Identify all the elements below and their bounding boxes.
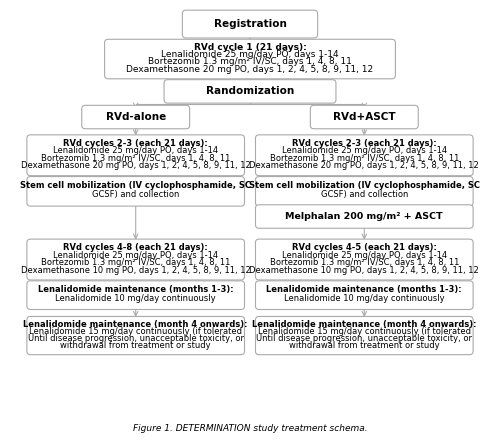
Text: GCSF) and collection: GCSF) and collection (320, 191, 408, 199)
Text: Registration: Registration (214, 19, 286, 29)
Text: Figure 1. DETERMINATION study treatment schema.: Figure 1. DETERMINATION study treatment … (132, 424, 368, 433)
Text: RVd cycles 4-8 (each 21 days):: RVd cycles 4-8 (each 21 days): (64, 243, 208, 252)
Text: Dexamethasone 10 mg PO, days 1, 2, 4, 5, 8, 9, 11, 12: Dexamethasone 10 mg PO, days 1, 2, 4, 5,… (21, 266, 250, 275)
Text: Lenalidomide 15 mg/day continuously (if tolerated: Lenalidomide 15 mg/day continuously (if … (258, 327, 471, 336)
Text: Lenalidomide 15 mg/day continuously (if tolerated: Lenalidomide 15 mg/day continuously (if … (29, 327, 242, 336)
FancyBboxPatch shape (164, 80, 336, 103)
Text: GCSF) and collection: GCSF) and collection (92, 191, 180, 199)
Text: Bortezomib 1.3 mg/m² IV/SC, days 1, 4, 8, 11: Bortezomib 1.3 mg/m² IV/SC, days 1, 4, 8… (41, 154, 230, 163)
Text: RVd cycles 2-3 (each 21 days):: RVd cycles 2-3 (each 21 days): (292, 139, 436, 148)
Text: Lenalidomide maintenance (months 1-3):: Lenalidomide maintenance (months 1-3): (266, 286, 462, 294)
Text: Dexamethasone 20 mg PO, days 1, 2, 4, 5, 8, 9, 11, 12: Dexamethasone 20 mg PO, days 1, 2, 4, 5,… (126, 65, 374, 73)
FancyBboxPatch shape (256, 205, 473, 228)
Text: Bortezomib 1.3 mg/m² IV/SC, days 1, 4, 8, 11: Bortezomib 1.3 mg/m² IV/SC, days 1, 4, 8… (270, 258, 459, 267)
Text: Until disease progression, unacceptable toxicity, or: Until disease progression, unacceptable … (256, 334, 472, 343)
Text: Stem cell mobilization (IV cyclophosphamide, SC: Stem cell mobilization (IV cyclophospham… (249, 181, 480, 191)
FancyBboxPatch shape (104, 39, 396, 79)
FancyBboxPatch shape (256, 176, 473, 206)
Text: Dexamethasone 10 mg PO, days 1, 2, 4, 5, 8, 9, 11, 12: Dexamethasone 10 mg PO, days 1, 2, 4, 5,… (250, 266, 479, 275)
Text: Melphalan 200 mg/m² + ASCT: Melphalan 200 mg/m² + ASCT (286, 212, 443, 221)
FancyBboxPatch shape (27, 135, 244, 176)
FancyBboxPatch shape (182, 10, 318, 38)
FancyBboxPatch shape (256, 316, 473, 355)
FancyBboxPatch shape (256, 135, 473, 176)
Text: withdrawal from treatment or study: withdrawal from treatment or study (60, 341, 211, 350)
FancyBboxPatch shape (310, 105, 418, 129)
FancyBboxPatch shape (27, 281, 244, 309)
Text: Lenalidomide maintenance (month 4 onwards):: Lenalidomide maintenance (month 4 onward… (24, 320, 248, 329)
Text: RVd cycles 2-3 (each 21 days):: RVd cycles 2-3 (each 21 days): (64, 139, 208, 148)
Text: RVd-alone: RVd-alone (106, 112, 166, 122)
Text: Until disease progression, unacceptable toxicity, or: Until disease progression, unacceptable … (28, 334, 244, 343)
FancyBboxPatch shape (27, 176, 244, 206)
Text: Bortezomib 1.3 mg/m² IV/SC, days 1, 4, 8, 11: Bortezomib 1.3 mg/m² IV/SC, days 1, 4, 8… (270, 154, 459, 163)
Text: Dexamethasone 20 mg PO, days 1, 2, 4, 5, 8, 9, 11, 12: Dexamethasone 20 mg PO, days 1, 2, 4, 5,… (21, 161, 250, 170)
Text: Stem cell mobilization (IV cyclophosphamide, SC: Stem cell mobilization (IV cyclophospham… (20, 181, 251, 191)
Text: RVd cycles 4-5 (each 21 days):: RVd cycles 4-5 (each 21 days): (292, 243, 436, 252)
Text: Lenalidomide 25 mg/day PO, days 1-14: Lenalidomide 25 mg/day PO, days 1-14 (282, 250, 447, 260)
Text: Lenalidomide 10 mg/day continuously: Lenalidomide 10 mg/day continuously (56, 294, 216, 303)
Text: RVd+ASCT: RVd+ASCT (333, 112, 396, 122)
Text: Bortezomib 1.3 mg/m² IV/SC, days 1, 4, 8, 11: Bortezomib 1.3 mg/m² IV/SC, days 1, 4, 8… (41, 258, 230, 267)
Text: Lenalidomide 25 mg/day PO, days 1-14: Lenalidomide 25 mg/day PO, days 1-14 (53, 250, 218, 260)
Text: Dexamethasone 20 mg PO, days 1, 2, 4, 5, 8, 9, 11, 12: Dexamethasone 20 mg PO, days 1, 2, 4, 5,… (250, 161, 479, 170)
Text: Lenalidomide 10 mg/day continuously: Lenalidomide 10 mg/day continuously (284, 294, 444, 303)
Text: Lenalidomide maintenance (months 1-3):: Lenalidomide maintenance (months 1-3): (38, 286, 234, 294)
Text: RVd cycle 1 (21 days):: RVd cycle 1 (21 days): (194, 43, 306, 52)
Text: Bortezomib 1.3 mg/m² IV/SC, days 1, 4, 8, 11: Bortezomib 1.3 mg/m² IV/SC, days 1, 4, 8… (148, 58, 352, 66)
Text: Lenalidomide 25 mg/day PO, days 1-14: Lenalidomide 25 mg/day PO, days 1-14 (161, 50, 339, 59)
FancyBboxPatch shape (256, 239, 473, 280)
FancyBboxPatch shape (256, 281, 473, 309)
FancyBboxPatch shape (27, 239, 244, 280)
Text: withdrawal from treatment or study: withdrawal from treatment or study (289, 341, 440, 350)
Text: Lenalidomide 25 mg/day PO, days 1-14: Lenalidomide 25 mg/day PO, days 1-14 (282, 146, 447, 155)
Text: Lenalidomide 25 mg/day PO, days 1-14: Lenalidomide 25 mg/day PO, days 1-14 (53, 146, 218, 155)
Text: Lenalidomide maintenance (month 4 onwards):: Lenalidomide maintenance (month 4 onward… (252, 320, 476, 329)
FancyBboxPatch shape (82, 105, 190, 129)
Text: Randomization: Randomization (206, 86, 294, 96)
FancyBboxPatch shape (27, 316, 244, 355)
